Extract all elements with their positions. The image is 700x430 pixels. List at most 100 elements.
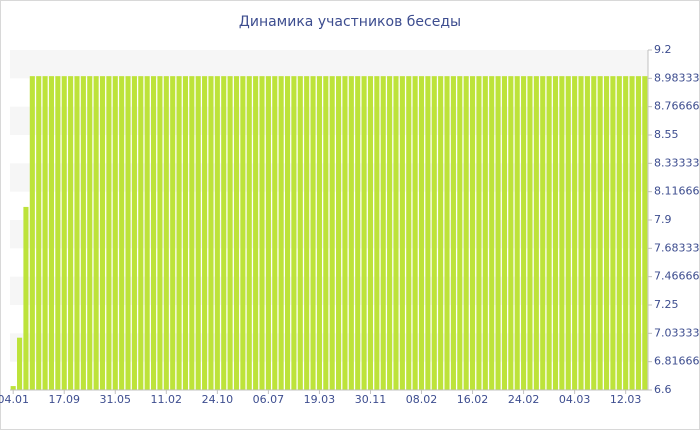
y-tick-label: 8.33333 <box>654 156 700 169</box>
bar <box>367 76 374 391</box>
bar <box>272 76 278 391</box>
bar <box>106 76 112 391</box>
bar <box>342 76 348 391</box>
bar <box>163 76 169 391</box>
bar <box>68 76 74 391</box>
y-tick-label: 8.98333 <box>654 71 700 84</box>
bar <box>425 76 431 391</box>
bar <box>336 76 342 391</box>
x-tick-label: 06.07 <box>253 393 285 406</box>
x-tick-label: 24.10 <box>202 393 234 406</box>
bar <box>189 76 195 391</box>
bar <box>438 76 444 391</box>
bar <box>348 76 354 391</box>
bar <box>297 76 303 391</box>
bar <box>36 76 42 391</box>
bar <box>119 76 125 391</box>
bar <box>527 76 533 391</box>
bar <box>291 76 297 391</box>
y-tick-label: 8.55 <box>654 128 679 141</box>
bar <box>565 76 571 391</box>
bar <box>170 76 176 391</box>
x-tick-label: 11.02 <box>151 393 183 406</box>
bar <box>361 76 367 391</box>
bar <box>431 76 437 391</box>
grid-band <box>10 220 648 249</box>
bar <box>157 76 163 391</box>
bar <box>112 76 118 391</box>
bar <box>61 76 67 391</box>
bar <box>227 76 233 391</box>
bar <box>240 76 246 391</box>
bar <box>546 76 552 391</box>
bar <box>131 76 137 391</box>
x-tick-label: 24.02 <box>508 393 540 406</box>
x-tick-label: 19.03 <box>304 393 336 406</box>
bar <box>635 76 641 391</box>
bar <box>412 76 418 391</box>
bar <box>457 76 463 391</box>
y-tick-label: 8.76666 <box>654 100 700 113</box>
y-tick-label: 8.11666 <box>654 185 700 198</box>
bar <box>616 76 622 391</box>
y-tick-label: 7.03333 <box>654 326 700 339</box>
bar <box>533 76 539 391</box>
bar <box>406 76 412 391</box>
x-tick-label: 30.11 <box>355 393 387 406</box>
x-tick-label: 08.02 <box>406 393 438 406</box>
x-tick-label: 31.05 <box>100 393 132 406</box>
bar <box>514 76 520 391</box>
bar <box>584 76 590 391</box>
bar <box>138 76 144 391</box>
bar <box>597 76 603 391</box>
grid-band <box>10 50 648 79</box>
bar <box>125 76 131 391</box>
bar <box>74 76 80 391</box>
y-tick-label: 7.46666 <box>654 270 700 283</box>
bar <box>393 76 399 391</box>
bar <box>284 76 291 391</box>
bar <box>10 386 16 390</box>
bar <box>48 76 55 391</box>
bar <box>310 76 316 391</box>
bar <box>355 76 361 391</box>
bar <box>469 76 476 391</box>
x-tick-label: 16.02 <box>457 393 489 406</box>
y-tick-label: 7.25 <box>654 298 679 311</box>
bar <box>182 76 189 391</box>
bar <box>87 76 93 391</box>
bar <box>552 76 559 391</box>
chart-title: Динамика участников беседы <box>239 14 461 30</box>
bar <box>93 76 99 391</box>
bar <box>603 76 610 391</box>
bar <box>374 76 380 391</box>
bar <box>29 76 35 391</box>
bar <box>202 76 208 391</box>
bar <box>195 76 201 391</box>
bar <box>623 76 629 391</box>
bar <box>304 76 310 391</box>
bar <box>501 76 508 391</box>
grid-band <box>10 106 648 135</box>
bar <box>176 76 182 391</box>
bar <box>208 76 214 391</box>
bar <box>233 76 240 391</box>
bar <box>450 76 456 391</box>
bar <box>508 76 514 391</box>
bar <box>476 76 482 391</box>
x-tick-label: 12.03 <box>610 393 642 406</box>
bar <box>42 76 48 391</box>
bar <box>642 76 648 391</box>
grid-band <box>10 276 648 305</box>
bar <box>253 76 259 391</box>
bar <box>316 76 322 391</box>
bar <box>55 76 61 391</box>
bar <box>17 337 23 390</box>
bar <box>482 76 488 391</box>
x-tick-label: 17.09 <box>48 393 80 406</box>
bar <box>329 76 335 391</box>
grid-band <box>10 333 648 362</box>
bar <box>144 76 150 391</box>
bar <box>99 76 106 391</box>
